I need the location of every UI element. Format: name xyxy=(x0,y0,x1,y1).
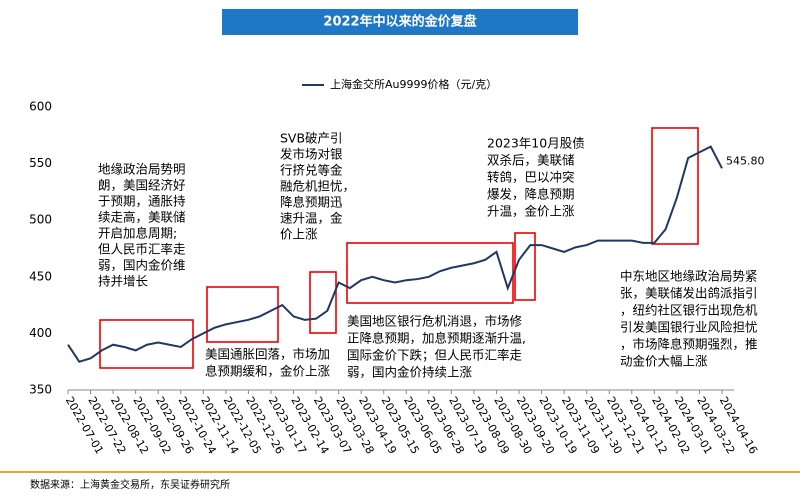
title-bar xyxy=(222,9,578,35)
annotation-line: 升温，金价上涨 xyxy=(487,204,575,219)
annotation-line: 动金价大幅上涨 xyxy=(620,354,708,369)
annotation-line: 融危机担忧， xyxy=(280,179,355,194)
annotation-line: 续走高，美联储 xyxy=(98,210,186,225)
annotation-line: 价上涨 xyxy=(280,227,318,242)
annotation-line: 朗，美国经济好 xyxy=(98,178,186,193)
annotation-line: 2023年10月股债 xyxy=(487,136,585,151)
y-tick-label: 600 xyxy=(29,100,52,114)
annotation-line: 国际金价下跌；但人民币汇率走 xyxy=(347,348,523,363)
y-tick-label: 350 xyxy=(29,383,52,397)
y-tick-label: 450 xyxy=(29,269,52,283)
highlight-box xyxy=(346,242,514,304)
annotation-line: 爆发，降息预期 xyxy=(487,187,575,202)
annotation-line: 发市场对银 xyxy=(280,147,343,162)
annotation-line: 双杀后，美联储 xyxy=(487,153,575,168)
annotation-line: ，市场降息预期强烈，推 xyxy=(620,337,758,352)
price-line xyxy=(67,145,723,363)
annotation-line: ，纽约社区银行出现危机 xyxy=(620,303,758,318)
annotation-line: 地缘政治局势明 xyxy=(98,162,186,177)
y-tick-label: 400 xyxy=(29,326,52,340)
source-note: 数据来源：上海黄金交易所，东吴证券研究所 xyxy=(30,478,230,491)
annotation-line: 降息预期迅 xyxy=(280,195,343,210)
annotation-line: 开启加息周期; xyxy=(98,226,177,241)
annotation-line: 转鸽，巴以冲突 xyxy=(487,170,575,185)
annotation-line: 弱，国内金价持续上涨 xyxy=(347,365,473,380)
annotation-line: 中东地区地缘政治局势紧 xyxy=(620,269,758,284)
annotation-line: 弱，国内金价维 xyxy=(98,258,186,273)
annotation-line: 速升温，金 xyxy=(280,211,343,226)
value-label: 545.80 xyxy=(726,154,765,167)
legend-label: 上海金交所Au9999价格（元/克） xyxy=(330,77,497,91)
highlight-box xyxy=(206,286,279,343)
annotation-line: 于预期，通胀持 xyxy=(98,194,186,209)
highlight-box xyxy=(514,232,536,301)
annotation-line: 持并增长 xyxy=(98,274,149,289)
annotation-line: 张，美联储发出鸽派指引 xyxy=(620,286,758,301)
highlight-box xyxy=(651,127,699,245)
annotation-line: SVB破产引 xyxy=(280,131,343,146)
annotation-line: 息预期缓和，金价上涨 xyxy=(205,364,331,379)
annotation-line: 行挤兑等金 xyxy=(280,163,343,178)
annotation-line: 引发美国银行业风险担忧 xyxy=(620,320,758,335)
annotation-line: 美国通胀回落，市场加 xyxy=(205,347,330,362)
y-tick-label: 500 xyxy=(29,213,52,227)
y-tick-label: 550 xyxy=(29,156,52,170)
highlight-box xyxy=(99,319,194,369)
annotation-line: 正降息预期，加息预期逐渐升温, xyxy=(347,331,526,346)
annotation-line: 但人民币汇率走 xyxy=(98,242,186,257)
annotation-line: 美国地区银行危机消退，市场修 xyxy=(347,314,523,329)
highlight-box xyxy=(309,271,337,334)
chart-title: 2022年中以来的金价复盘 xyxy=(323,14,476,30)
